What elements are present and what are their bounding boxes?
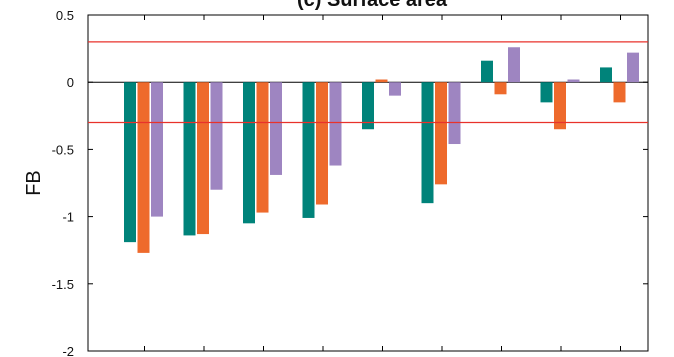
y-tick-label: 0 — [67, 75, 74, 90]
bar-series-2-cat-9 — [613, 82, 626, 103]
bar-series-1-cat-3 — [243, 82, 255, 224]
plot-area: 0.5 0 -0.5 -1 -1.5 -2 — [52, 8, 649, 357]
bar-series-1-cat-1 — [124, 82, 136, 243]
bar-series-2-cat-3 — [256, 82, 269, 213]
bar-series-3-cat-1 — [151, 82, 163, 217]
bar-series-2-cat-8 — [554, 82, 566, 130]
bar-series-2-cat-5 — [375, 79, 388, 83]
bar-series-1-cat-9 — [600, 67, 612, 83]
y-axis-label: FB — [23, 170, 45, 196]
bar-series-1-cat-6 — [421, 82, 434, 204]
bar-series-2-cat-4 — [316, 82, 328, 205]
bar-series-3-cat-5 — [389, 82, 401, 96]
bar-series-1-cat-2 — [183, 82, 196, 236]
bar-series-1-cat-4 — [302, 82, 315, 218]
bar-series-3-cat-7 — [508, 47, 520, 83]
y-tick-label: -1 — [62, 210, 74, 225]
bar-series-1-cat-7 — [481, 60, 493, 83]
bar-series-2-cat-1 — [137, 82, 150, 253]
y-tick-label: -1.5 — [52, 277, 74, 292]
bar-series-1-cat-5 — [362, 82, 374, 130]
bar-series-1-cat-8 — [540, 82, 553, 103]
bar-series-2-cat-6 — [435, 82, 447, 185]
chart-title: (c) Surface area — [297, 0, 448, 11]
bar-series-2-cat-7 — [494, 82, 507, 95]
bar-series-2-cat-2 — [197, 82, 209, 235]
y-tick-label: -0.5 — [52, 142, 74, 157]
y-tick-label: 0.5 — [56, 8, 74, 23]
plot-frame — [87, 14, 649, 352]
bar-series-3-cat-2 — [210, 82, 223, 190]
bar-series-3-cat-6 — [448, 82, 461, 145]
bar-series-3-cat-3 — [270, 82, 282, 175]
bar-series-3-cat-9 — [627, 52, 639, 83]
y-tick-label: -2 — [62, 344, 74, 357]
bar-series-3-cat-8 — [567, 79, 580, 83]
bar-series-3-cat-4 — [329, 82, 342, 166]
